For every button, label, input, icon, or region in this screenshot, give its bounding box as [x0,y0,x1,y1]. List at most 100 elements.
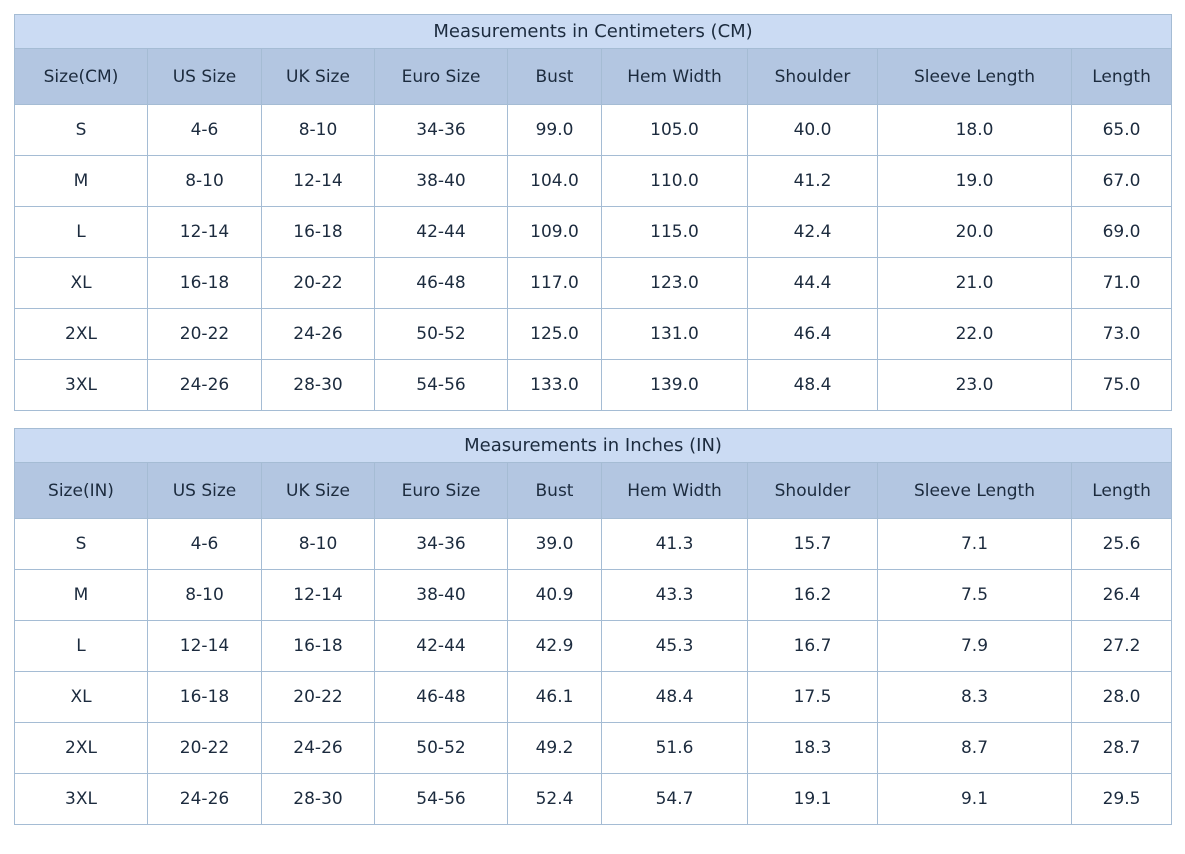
table-row: S 4-6 8-10 34-36 39.0 41.3 15.7 7.1 25.6 [14,518,1173,570]
cell: 46-48 [374,671,508,723]
table-row: 2XL 20-22 24-26 50-52 49.2 51.6 18.3 8.7 28.7 [14,722,1173,774]
column-header: Size(IN) [14,462,148,519]
cell: 26.4 [1070,569,1173,621]
cell: 12-14 [261,155,375,207]
cell: 2XL [14,308,148,360]
column-header: Length [1070,48,1173,105]
column-header: Euro Size [374,462,508,519]
cell: 50-52 [374,722,508,774]
table-row: L 12-14 16-18 42-44 109.0 115.0 42.4 20.0 69.0 [14,206,1173,258]
cell: 25.6 [1070,518,1173,570]
cell: 28.7 [1070,722,1173,774]
cell: 71.0 [1070,257,1173,309]
cell: 12-14 [147,206,262,258]
cell: 42.9 [507,620,602,672]
cell: 49.2 [507,722,602,774]
cell: S [14,104,148,156]
cell: 16.7 [747,620,878,672]
column-header: Euro Size [374,48,508,105]
cell: 3XL [14,359,148,411]
cell: 29.5 [1070,773,1173,825]
table-title-row: Measurements in Inches (IN) [13,428,1173,463]
cell: 16-18 [147,257,262,309]
column-header: Sleeve Length [877,48,1072,105]
column-header: UK Size [261,462,375,519]
cell: 41.2 [747,155,878,207]
cell: 3XL [14,773,148,825]
cell: 27.2 [1070,620,1173,672]
cell: 40.9 [507,569,602,621]
table-row: M 8-10 12-14 38-40 104.0 110.0 41.2 19.0 67.0 [14,155,1173,207]
cell: 20-22 [261,671,375,723]
cell: 48.4 [747,359,878,411]
column-header: Hem Width [601,462,748,519]
cell: 54.7 [601,773,748,825]
cell: M [14,155,148,207]
cell: 20-22 [261,257,375,309]
cell: 8-10 [261,104,375,156]
cell: 22.0 [877,308,1072,360]
cell: 28.0 [1070,671,1173,723]
column-header: Shoulder [747,462,878,519]
table-body: S 4-6 8-10 34-36 99.0 105.0 40.0 18.0 65.0 M 8-10 1… [14,104,1173,411]
column-header: UK Size [261,48,375,105]
cell: 34-36 [374,518,508,570]
cell: 44.4 [747,257,878,309]
cell: 115.0 [601,206,748,258]
table-title: Measurements in Inches (IN) [13,428,1173,463]
cell: 42-44 [374,206,508,258]
cell: 39.0 [507,518,602,570]
column-header: US Size [147,48,262,105]
cell: 8-10 [147,155,262,207]
cell: 52.4 [507,773,602,825]
cell: 54-56 [374,359,508,411]
cell: 7.5 [877,569,1072,621]
cell: L [14,620,148,672]
cell: 133.0 [507,359,602,411]
cell: 20-22 [147,722,262,774]
cell: XL [14,257,148,309]
cell: 12-14 [261,569,375,621]
cell: 4-6 [147,518,262,570]
table-title-row: Measurements in Centimeters (CM) [13,14,1173,49]
cell: 17.5 [747,671,878,723]
cell: 43.3 [601,569,748,621]
cell: 139.0 [601,359,748,411]
cell: 105.0 [601,104,748,156]
cell: 42.4 [747,206,878,258]
cell: 8-10 [147,569,262,621]
table-row: M 8-10 12-14 38-40 40.9 43.3 16.2 7.5 26.4 [14,569,1173,621]
cell: 24-26 [261,722,375,774]
cell: 38-40 [374,155,508,207]
table-header-row: Size(CM) US Size UK Size Euro Size Bust Hem W… [14,48,1173,105]
column-header: Shoulder [747,48,878,105]
cell: 19.1 [747,773,878,825]
cell: 41.3 [601,518,748,570]
column-header: Size(CM) [14,48,148,105]
column-header: Length [1070,462,1173,519]
cell: 46.4 [747,308,878,360]
cell: 75.0 [1070,359,1173,411]
column-header: US Size [147,462,262,519]
cell: 8-10 [261,518,375,570]
cell: 20-22 [147,308,262,360]
table-row: 3XL 24-26 28-30 54-56 133.0 139.0 48.4 23.0 75.0 [14,359,1173,411]
table-row: XL 16-18 20-22 46-48 46.1 48.4 17.5 8.3 28.0 [14,671,1173,723]
cell: 125.0 [507,308,602,360]
cell: 131.0 [601,308,748,360]
cell: 104.0 [507,155,602,207]
cell: 46.1 [507,671,602,723]
cell: 48.4 [601,671,748,723]
cell: XL [14,671,148,723]
cell: 16.2 [747,569,878,621]
cell: 109.0 [507,206,602,258]
table-body: S 4-6 8-10 34-36 39.0 41.3 15.7 7.1 25.6 M 8-10 12-… [14,518,1173,825]
cell: 38-40 [374,569,508,621]
table-row: XL 16-18 20-22 46-48 117.0 123.0 44.4 21.0 71.0 [14,257,1173,309]
column-header: Sleeve Length [877,462,1072,519]
cell: 28-30 [261,359,375,411]
size-table-cm: Measurements in Centimeters (CM) Size(CM… [13,14,1173,411]
cell: 19.0 [877,155,1072,207]
cell: 16-18 [261,620,375,672]
